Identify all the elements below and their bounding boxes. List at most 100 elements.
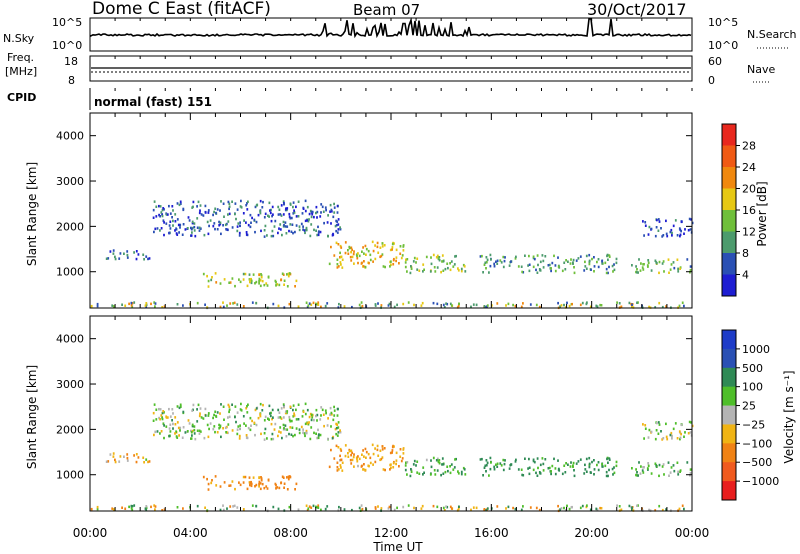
velocity-cell	[223, 418, 225, 421]
velocity-cell	[239, 424, 241, 427]
power-cell	[486, 304, 489, 307]
power-cell	[585, 254, 588, 258]
velocity-cell	[231, 403, 233, 406]
velocity-cell	[172, 427, 174, 430]
velocity-cell	[328, 465, 331, 469]
velocity-cell	[337, 446, 340, 449]
velocity-cell	[376, 448, 379, 452]
velocity-cell	[421, 504, 424, 508]
velocity-cell	[395, 462, 397, 466]
power-cell	[542, 259, 545, 263]
power-cell	[358, 254, 361, 258]
power-cell	[310, 223, 313, 226]
power-cell	[320, 305, 322, 309]
power-cell	[404, 265, 407, 269]
velocity-cell	[338, 505, 340, 509]
velocity-cell	[402, 505, 405, 509]
power-cell	[234, 284, 236, 288]
velocity-cell	[211, 479, 213, 482]
velocity-cell	[175, 430, 177, 433]
velocity-cell	[532, 459, 535, 463]
colorbar-tick-label: −500	[742, 456, 772, 469]
power-cell	[647, 259, 650, 262]
power-cell	[557, 301, 559, 305]
velocity-cell	[142, 456, 145, 459]
power-cell	[286, 207, 289, 210]
velocity-cell	[255, 423, 258, 427]
velocity-cell	[330, 411, 333, 415]
velocity-cell	[284, 424, 287, 427]
power-cell	[449, 302, 452, 306]
power-cell	[236, 229, 239, 233]
velocity-cell	[374, 507, 377, 510]
velocity-cell	[315, 505, 317, 509]
power-cell	[666, 234, 669, 238]
nave-label: Nave	[747, 63, 775, 76]
power-cell	[643, 234, 645, 237]
velocity-cell	[436, 505, 439, 509]
velocity-cell	[563, 506, 565, 510]
velocity-cell	[688, 420, 691, 424]
power-cell	[593, 270, 595, 273]
velocity-cell	[437, 460, 440, 463]
velocity-cell	[271, 417, 273, 421]
power-cell	[179, 226, 181, 229]
velocity-cell	[528, 457, 530, 461]
velocity-cell	[255, 504, 258, 508]
power-cell	[507, 302, 510, 306]
power-cell	[178, 203, 181, 207]
power-cell	[264, 212, 267, 216]
velocity-cell	[218, 423, 220, 427]
power-cell	[436, 302, 439, 306]
velocity-cell	[433, 469, 436, 472]
velocity-cell	[279, 416, 282, 419]
velocity-cell	[213, 425, 216, 428]
velocity-cell	[280, 417, 283, 420]
power-cell	[581, 301, 584, 305]
power-cell	[297, 305, 300, 308]
velocity-cell	[270, 411, 272, 415]
velocity-cell	[234, 415, 236, 419]
velocity-cell	[671, 434, 673, 438]
velocity-cell	[671, 437, 673, 440]
velocity-cell	[422, 473, 424, 476]
power-cell	[421, 301, 424, 305]
velocity-cell	[377, 454, 380, 457]
power-cell	[638, 258, 640, 261]
velocity-cell	[436, 457, 439, 461]
velocity-cell	[544, 458, 547, 461]
power-cell	[329, 210, 331, 213]
power-cell	[305, 301, 308, 304]
power-cell	[266, 284, 269, 287]
velocity-cell	[315, 432, 317, 435]
velocity-cell	[353, 465, 355, 468]
velocity-cell	[270, 422, 273, 426]
velocity-cell	[275, 484, 277, 487]
velocity-cell	[636, 504, 638, 507]
velocity-cell	[499, 462, 502, 465]
freq-tick-bottom: 8	[68, 74, 75, 87]
colorbar-swatch	[722, 145, 736, 168]
velocity-cell	[647, 462, 650, 465]
power-cell	[239, 205, 242, 208]
power-cell	[352, 252, 355, 256]
velocity-cell	[278, 486, 281, 490]
power-cell	[486, 258, 489, 262]
velocity-cell	[631, 508, 633, 511]
power-cell	[409, 271, 412, 275]
power-cell	[184, 228, 187, 231]
power-cell	[172, 219, 174, 223]
power-cell	[484, 261, 487, 264]
velocity-cell	[537, 466, 539, 470]
velocity-cell	[361, 464, 363, 468]
power-cell	[593, 256, 595, 259]
power-cell	[377, 251, 380, 254]
velocity-cell	[406, 461, 409, 464]
power-cell	[249, 278, 252, 282]
power-cell	[677, 267, 679, 271]
velocity-cell	[227, 423, 230, 426]
velocity-cell	[585, 470, 588, 473]
power-cell	[361, 261, 363, 265]
velocity-cell	[231, 429, 234, 432]
